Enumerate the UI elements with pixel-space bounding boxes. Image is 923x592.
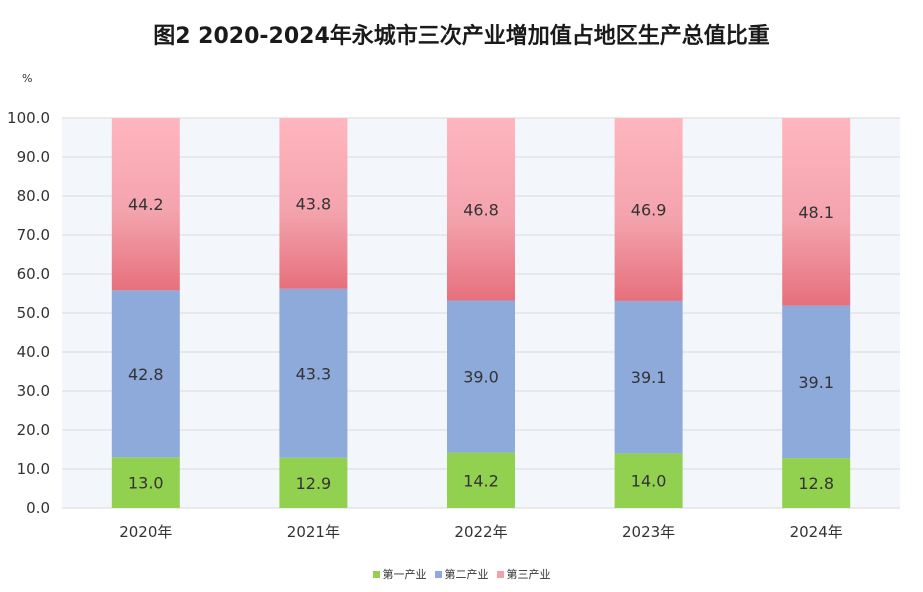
bar-segment-tertiary (614, 118, 683, 301)
y-tick-label: 30.0 (17, 382, 50, 400)
data-label: 39.1 (798, 373, 834, 392)
legend-label: 第二产业 (444, 568, 489, 581)
data-label: 39.0 (463, 368, 499, 387)
bar-segment-secondary (447, 300, 515, 453)
y-tick-label: 90.0 (17, 148, 50, 166)
legend-swatch (496, 570, 504, 578)
bar-segment-primary (614, 453, 683, 508)
bar-segment-secondary (614, 300, 683, 454)
bar-segment-tertiary (782, 118, 851, 306)
bar-segment-primary (111, 457, 180, 508)
legend-label: 第一产业 (382, 568, 427, 581)
x-tick-label: 2020年 (119, 523, 172, 541)
bar-segment-tertiary (279, 118, 348, 289)
bar-segment-secondary (111, 290, 180, 458)
y-tick-label: 10.0 (17, 460, 50, 478)
legend-item: 第一产业 (372, 566, 427, 582)
data-label: 44.2 (128, 195, 164, 214)
x-tick-label: 2023年 (622, 523, 675, 541)
data-label: 14.0 (631, 472, 667, 491)
data-label: 14.2 (463, 471, 499, 490)
data-label: 12.8 (798, 474, 834, 493)
bar-segment-primary (279, 457, 348, 508)
y-tick-label: 50.0 (17, 304, 50, 322)
data-label: 42.8 (128, 365, 164, 384)
y-tick-label: 80.0 (17, 187, 50, 205)
legend-item: 第三产业 (496, 566, 551, 582)
data-label: 46.9 (631, 200, 667, 219)
bar-segment-secondary (782, 305, 851, 459)
legend-swatch (372, 570, 380, 578)
legend: 第一产业 第二产业 第三产业 (0, 566, 923, 582)
y-tick-label: 100.0 (7, 109, 50, 127)
x-tick-label: 2024年 (790, 523, 843, 541)
data-label: 13.0 (128, 474, 164, 493)
data-label: 48.1 (798, 203, 834, 222)
x-tick-label: 2022年 (454, 523, 507, 541)
legend-item: 第二产业 (434, 566, 489, 582)
y-axis-unit: % (22, 72, 32, 85)
legend-label: 第三产业 (506, 568, 551, 581)
legend-swatch (434, 570, 442, 578)
data-label: 43.8 (296, 194, 332, 213)
x-tick-label: 2021年 (287, 523, 340, 541)
bar-segment-tertiary (111, 118, 180, 291)
y-tick-label: 70.0 (17, 226, 50, 244)
y-tick-label: 40.0 (17, 343, 50, 361)
bar-segment-tertiary (447, 118, 515, 301)
data-label: 39.1 (631, 368, 667, 387)
y-tick-label: 20.0 (17, 421, 50, 439)
bar-segment-primary (782, 458, 851, 508)
data-label: 46.8 (463, 200, 499, 219)
y-tick-label: 0.0 (26, 499, 50, 517)
bar-segment-primary (447, 452, 515, 508)
stacked-bar-chart: 0.0 10.0 20.0 30.0 40.0 50.0 60.0 70.0 80.0 90.0 1… (7, 72, 900, 541)
chart-title: 图2 2020-2024年永城市三次产业增加值占地区生产总值比重 (153, 24, 770, 49)
bar-segment-secondary (279, 288, 348, 458)
data-label: 12.9 (296, 474, 332, 493)
data-label: 43.3 (296, 364, 332, 383)
y-tick-label: 60.0 (17, 265, 50, 283)
